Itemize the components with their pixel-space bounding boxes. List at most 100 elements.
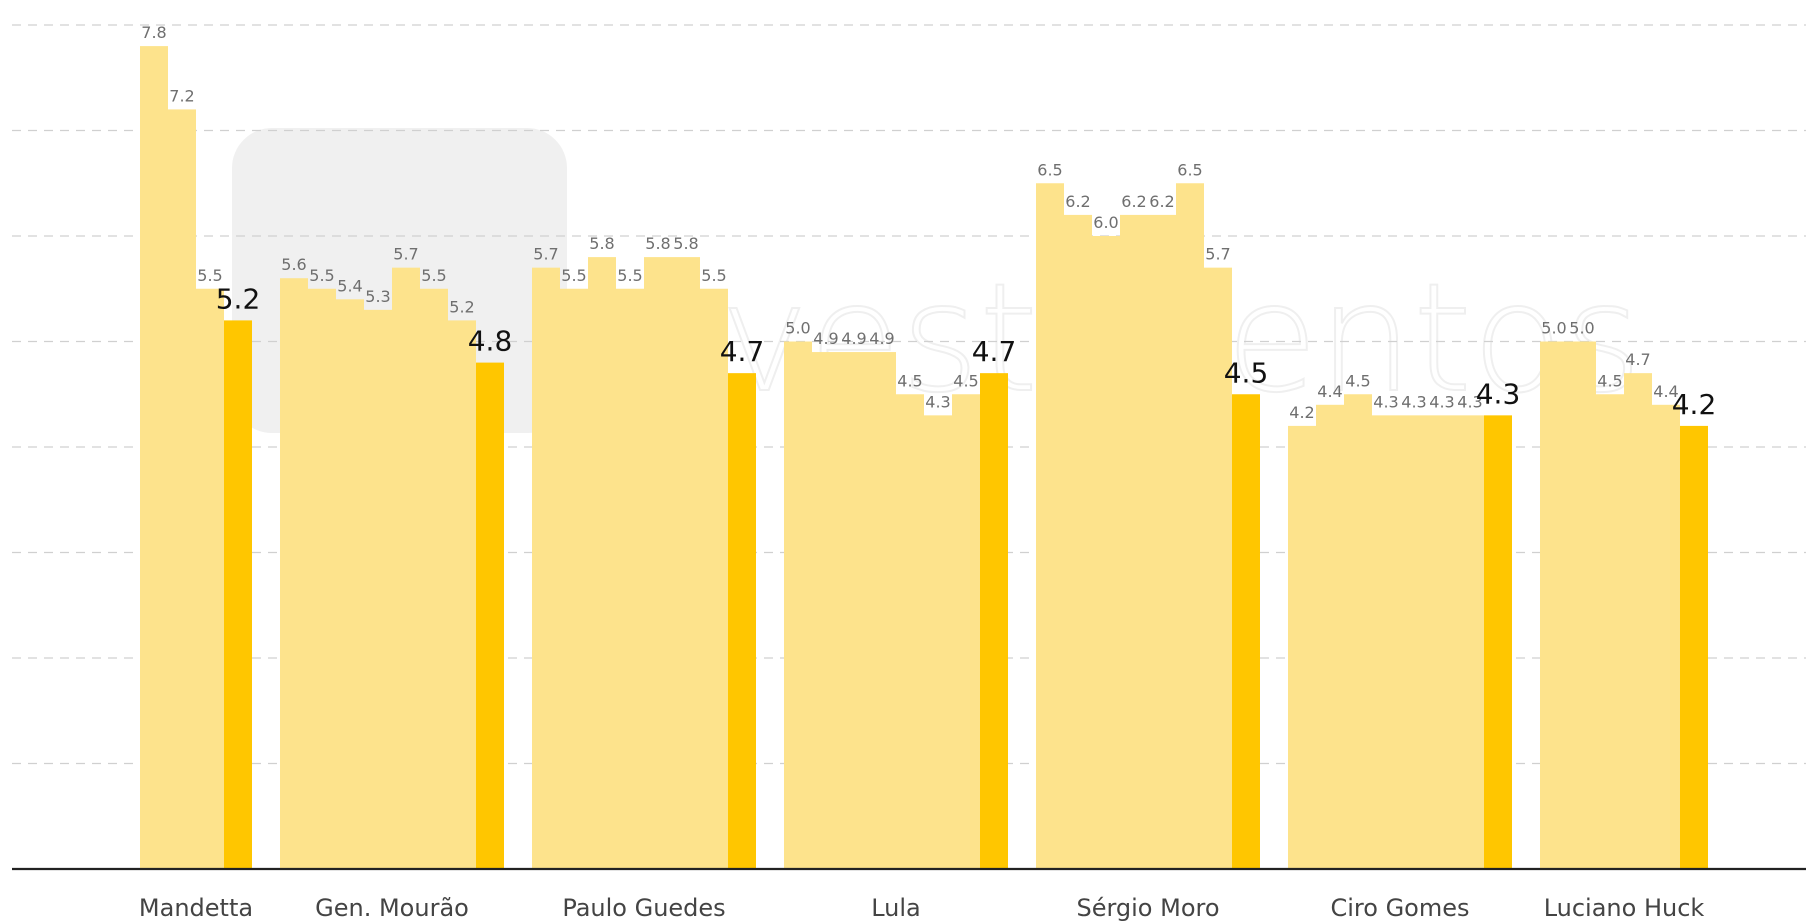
history-bar bbox=[924, 415, 952, 869]
history-bar bbox=[1148, 214, 1176, 869]
history-bar bbox=[560, 288, 588, 869]
history-bar bbox=[336, 299, 364, 869]
data-label: 4.4 bbox=[1317, 382, 1342, 401]
latest-bar bbox=[1680, 425, 1708, 869]
history-bar bbox=[1092, 236, 1120, 869]
history-bar bbox=[448, 320, 476, 869]
history-bar bbox=[1204, 267, 1232, 869]
data-label: 4.7 bbox=[720, 335, 765, 368]
history-bar bbox=[1120, 214, 1148, 869]
history-bar bbox=[868, 352, 896, 869]
latest-bar bbox=[1232, 394, 1260, 869]
value-labels: 7.87.25.55.25.65.55.45.35.75.55.24.85.75… bbox=[141, 23, 1716, 422]
history-bar bbox=[1596, 394, 1624, 869]
data-label: 4.3 bbox=[1429, 392, 1454, 411]
latest-bar bbox=[476, 362, 504, 869]
data-label: 4.2 bbox=[1289, 403, 1314, 422]
history-bar bbox=[840, 352, 868, 869]
history-bar bbox=[1540, 341, 1568, 869]
history-bar bbox=[812, 352, 840, 869]
history-bar bbox=[1288, 425, 1316, 869]
data-label: 4.9 bbox=[869, 329, 894, 348]
category-label: Ciro Gomes bbox=[1330, 894, 1469, 922]
data-label: 5.0 bbox=[1569, 319, 1594, 338]
data-label: 5.6 bbox=[281, 255, 306, 274]
data-label: 5.2 bbox=[449, 297, 474, 316]
history-bar bbox=[1372, 415, 1400, 869]
category-label: Luciano Huck bbox=[1544, 894, 1705, 922]
data-label: 4.4 bbox=[1653, 382, 1678, 401]
history-bar bbox=[952, 394, 980, 869]
data-label: 7.8 bbox=[141, 23, 166, 42]
history-bar bbox=[1400, 415, 1428, 869]
data-label: 4.8 bbox=[468, 325, 513, 358]
history-bar bbox=[420, 288, 448, 869]
history-bar bbox=[1176, 183, 1204, 869]
history-bar bbox=[140, 46, 168, 870]
category-label: Paulo Guedes bbox=[562, 894, 725, 922]
data-label: 6.2 bbox=[1121, 192, 1146, 211]
history-bar bbox=[1456, 415, 1484, 869]
history-bar bbox=[616, 288, 644, 869]
category-label: Mandetta bbox=[139, 894, 253, 922]
data-label: 5.7 bbox=[393, 245, 418, 264]
history-bar bbox=[168, 109, 196, 869]
data-label: 6.0 bbox=[1093, 213, 1118, 232]
data-label: 4.3 bbox=[1476, 377, 1521, 410]
history-bar bbox=[1428, 415, 1456, 869]
data-label: 7.2 bbox=[169, 86, 194, 105]
data-label: 6.2 bbox=[1065, 192, 1090, 211]
data-label: 5.8 bbox=[645, 234, 670, 253]
history-bar bbox=[392, 267, 420, 869]
data-label: 5.0 bbox=[1541, 319, 1566, 338]
history-bar bbox=[644, 257, 672, 870]
data-label: 6.2 bbox=[1149, 192, 1174, 211]
data-label: 5.5 bbox=[421, 266, 446, 285]
history-bar bbox=[1064, 214, 1092, 869]
data-label: 5.8 bbox=[673, 234, 698, 253]
category-label: Lula bbox=[871, 894, 921, 922]
data-label: 5.8 bbox=[589, 234, 614, 253]
data-label: 5.5 bbox=[617, 266, 642, 285]
history-bar bbox=[672, 257, 700, 870]
history-bar bbox=[364, 309, 392, 870]
bars bbox=[140, 46, 1708, 870]
data-label: 4.3 bbox=[1373, 392, 1398, 411]
data-label: 6.5 bbox=[1037, 160, 1062, 179]
data-label: 4.2 bbox=[1672, 388, 1717, 421]
latest-bar bbox=[728, 373, 756, 869]
history-bar bbox=[1036, 183, 1064, 869]
data-label: 4.5 bbox=[897, 371, 922, 390]
data-label: 4.5 bbox=[953, 371, 978, 390]
data-label: 5.5 bbox=[197, 266, 222, 285]
data-label: 5.5 bbox=[309, 266, 334, 285]
data-label: 4.5 bbox=[1224, 356, 1269, 389]
latest-bar bbox=[224, 320, 252, 869]
category-labels: Mandetta Gen. Mourão Paulo Guedes Lula Sérgi… bbox=[139, 894, 1704, 922]
history-bar bbox=[1652, 404, 1680, 869]
data-label: 6.5 bbox=[1177, 160, 1202, 179]
data-label: 4.9 bbox=[813, 329, 838, 348]
history-bar bbox=[700, 288, 728, 869]
data-label: 4.9 bbox=[841, 329, 866, 348]
data-label: 5.7 bbox=[1205, 245, 1230, 264]
history-bar bbox=[280, 278, 308, 869]
latest-bar bbox=[1484, 415, 1512, 869]
data-label: 5.7 bbox=[533, 245, 558, 264]
data-label: 4.7 bbox=[1625, 350, 1650, 369]
category-label: Sérgio Moro bbox=[1076, 894, 1219, 922]
data-label: 4.5 bbox=[1345, 371, 1370, 390]
data-label: 5.5 bbox=[561, 266, 586, 285]
history-bar bbox=[588, 257, 616, 870]
data-label: 4.7 bbox=[972, 335, 1017, 368]
history-bar bbox=[196, 288, 224, 869]
history-bar bbox=[784, 341, 812, 869]
history-bar bbox=[532, 267, 560, 869]
data-label: 5.5 bbox=[701, 266, 726, 285]
history-bar bbox=[308, 288, 336, 869]
data-label: 4.3 bbox=[925, 392, 950, 411]
data-label: 4.3 bbox=[1401, 392, 1426, 411]
category-label: Gen. Mourão bbox=[315, 894, 469, 922]
data-label: 5.2 bbox=[216, 282, 261, 315]
